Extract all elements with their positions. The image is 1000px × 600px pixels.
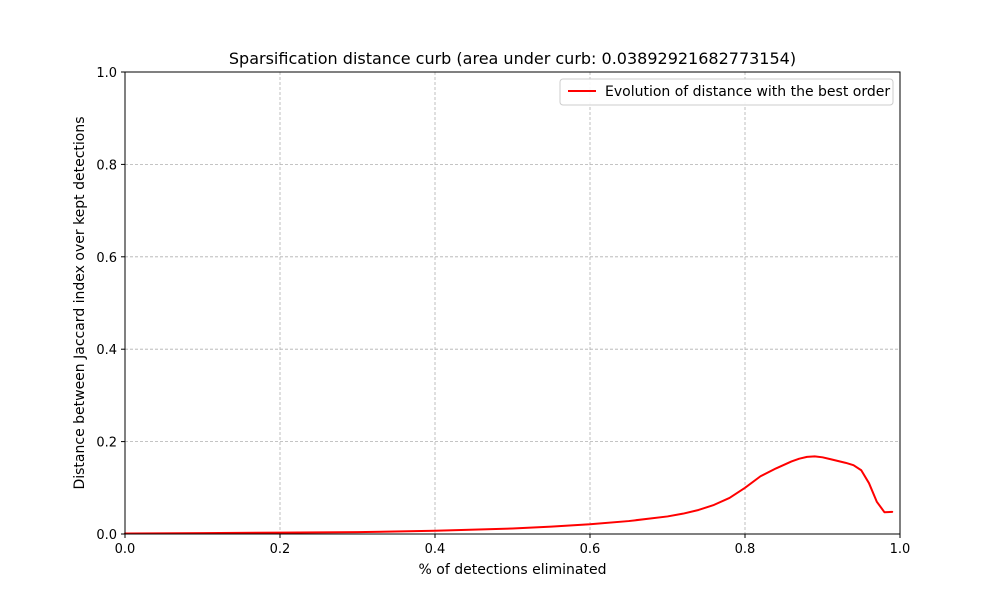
x-tick-label: 0.8: [735, 542, 756, 557]
x-tick-label: 1.0: [890, 542, 911, 557]
y-tick-label: 0.8: [96, 158, 117, 173]
y-tick-label: 0.4: [96, 343, 117, 358]
x-tick-label: 0.0: [115, 542, 136, 557]
y-tick-label: 0.6: [96, 251, 117, 266]
x-tick-label: 0.2: [270, 542, 291, 557]
axes-layer: 0.0 0.2 0.4 0.6 0.8 1.0 0.0 0.2 0.4 0.6 0.8 1.0: [96, 66, 910, 557]
plot-frame: [124, 71, 901, 535]
legend: Evolution of distance with the best orde…: [559, 78, 894, 106]
x-tick-label: 0.4: [425, 542, 446, 557]
legend-label: Evolution of distance with the best orde…: [605, 84, 890, 100]
x-tick-label: 0.6: [580, 542, 601, 557]
series-line: [124, 455, 894, 535]
y-tick-label: 1.0: [96, 66, 117, 81]
y-tick-label: 0.0: [96, 528, 117, 543]
chart-title: Sparsification distance curb (area under…: [229, 49, 796, 68]
y-axis-label: Distance between Jaccard index over kept…: [72, 116, 88, 489]
y-tick-label: 0.2: [96, 436, 117, 451]
legend-box: [559, 78, 894, 106]
x-axis-label: % of detections eliminated: [419, 562, 607, 578]
series-layer: [124, 455, 894, 535]
